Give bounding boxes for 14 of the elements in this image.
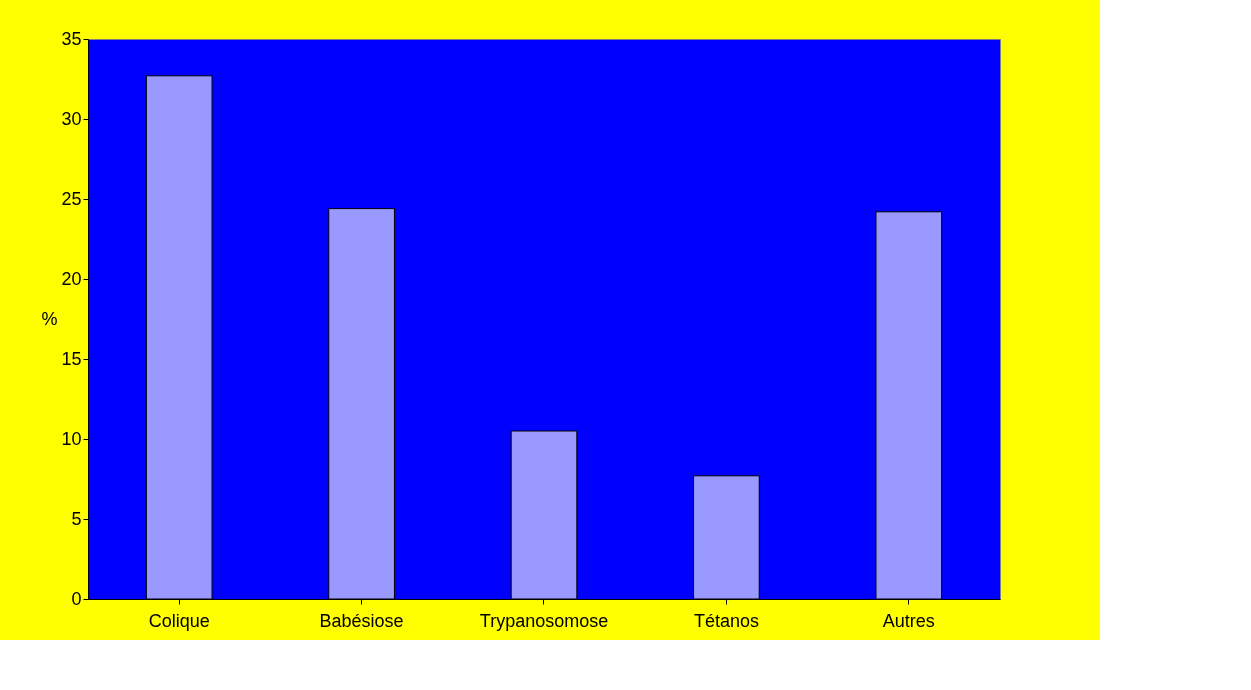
y-tick-label: 0 [71, 588, 82, 609]
y-tick-label: 25 [61, 188, 82, 209]
y-tick-label: 10 [61, 428, 82, 449]
y-tick-label: 35 [61, 28, 82, 49]
y-tick-label: 5 [71, 508, 82, 529]
y-tick-label: 15 [61, 348, 82, 369]
x-tick-label: Autres [882, 610, 935, 631]
x-tick-label: Colique [148, 610, 210, 631]
y-axis-title: % [41, 308, 58, 329]
x-tick-label: Trypanosomose [479, 610, 609, 631]
y-tick-label: 30 [61, 108, 82, 129]
y-tick-label: 20 [61, 268, 82, 289]
x-tick-label: Babésiose [319, 610, 404, 631]
x-tick-label: Tétanos [693, 610, 759, 631]
